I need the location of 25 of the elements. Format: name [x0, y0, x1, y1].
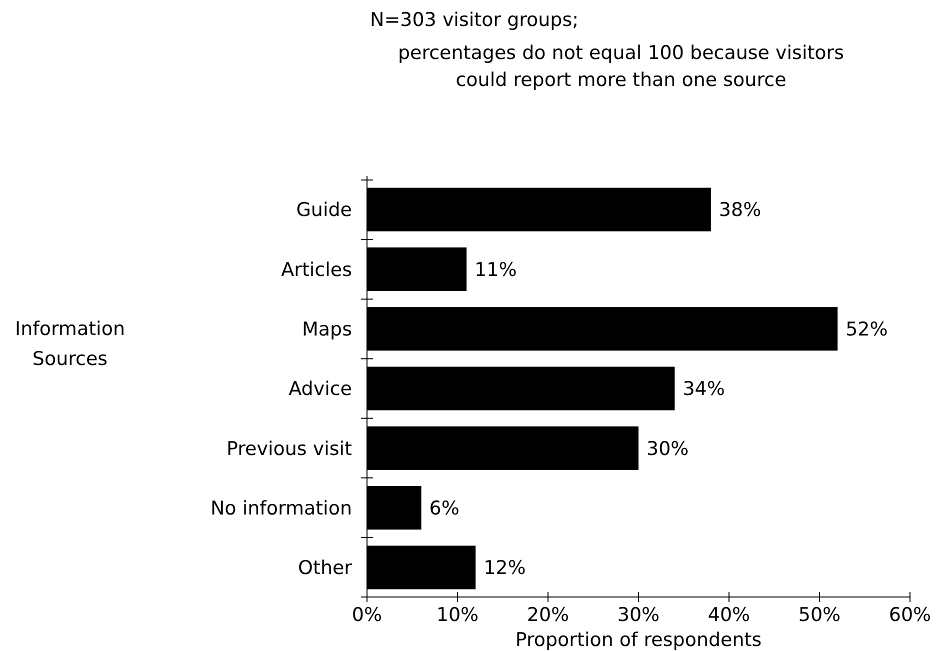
- x-tick-label: 60%: [888, 604, 932, 626]
- y-tick-label: Maps: [302, 318, 352, 340]
- data-label: 11%: [474, 258, 517, 281]
- x-tick-label: 50%: [798, 604, 841, 626]
- data-label: 38%: [718, 199, 762, 222]
- x-tick-label: 10%: [436, 604, 479, 626]
- x-tick-label: 0%: [352, 604, 382, 626]
- y-tick-label: Previous visit: [226, 438, 352, 460]
- chart-title: N=303 visitor groups;: [370, 9, 579, 31]
- y-tick-label: Guide: [296, 199, 352, 222]
- data-label: 30%: [646, 438, 689, 460]
- chart-subtitle: percentages do not equal 100 because visitors could report more than one source: [398, 42, 844, 91]
- x-tick-label: 20%: [526, 604, 570, 626]
- data-label: 12%: [484, 557, 526, 580]
- y-tick-label: No information: [210, 497, 352, 520]
- y-axis-title: Information Sources: [15, 318, 125, 370]
- data-label: 6%: [429, 497, 460, 520]
- data-label: 52%: [846, 318, 888, 340]
- x-axis-title: Proportion of respondents: [515, 629, 762, 651]
- x-tick-label: 30%: [617, 604, 660, 626]
- data-label: 34%: [682, 378, 725, 400]
- x-tick-label: 40%: [708, 604, 750, 626]
- y-tick-label: Other: [298, 557, 352, 580]
- y-tick-label: Articles: [281, 258, 352, 281]
- y-tick-label: Advice: [288, 378, 352, 400]
